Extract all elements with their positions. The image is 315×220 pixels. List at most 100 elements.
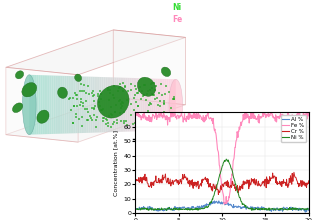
Point [104, 125, 109, 129]
Point [78, 128, 83, 131]
Point [77, 90, 83, 94]
Polygon shape [153, 79, 155, 131]
Point [147, 127, 152, 131]
Point [170, 113, 175, 116]
Point [162, 110, 167, 114]
Point [73, 115, 78, 118]
Point [163, 88, 168, 91]
Point [105, 88, 110, 92]
Point [146, 89, 151, 93]
Point [122, 112, 127, 116]
Point [93, 103, 98, 106]
Point [89, 90, 94, 94]
Cr % [216, 193, 220, 196]
Point [147, 124, 152, 127]
Point [107, 89, 112, 92]
Point [98, 128, 103, 132]
Point [173, 89, 178, 92]
Point [73, 112, 78, 115]
Polygon shape [33, 75, 35, 134]
Point [126, 78, 131, 81]
Point [168, 80, 173, 83]
Point [125, 97, 130, 100]
Point [168, 108, 173, 111]
Point [148, 120, 153, 124]
Al % [260, 205, 264, 208]
Point [163, 85, 168, 88]
Point [141, 121, 146, 125]
Polygon shape [87, 77, 89, 133]
Point [79, 90, 84, 93]
Point [104, 124, 109, 127]
Polygon shape [126, 78, 128, 132]
Point [77, 119, 82, 123]
Point [169, 125, 174, 128]
Point [136, 93, 141, 97]
Point [126, 128, 131, 131]
Polygon shape [40, 75, 42, 134]
Point [115, 94, 120, 97]
Point [134, 100, 139, 104]
Point [170, 85, 175, 89]
Point [117, 111, 123, 114]
Point [140, 96, 145, 100]
Point [154, 108, 159, 111]
Point [129, 102, 134, 106]
Point [132, 77, 137, 81]
Point [82, 110, 87, 114]
Point [163, 128, 168, 132]
Point [179, 99, 184, 102]
Point [116, 84, 121, 88]
Point [136, 90, 141, 94]
Point [84, 89, 89, 93]
Point [67, 97, 72, 100]
Point [172, 97, 177, 101]
Point [123, 112, 128, 115]
Point [131, 87, 136, 91]
Point [171, 113, 176, 116]
Polygon shape [120, 78, 122, 132]
Point [175, 88, 180, 92]
Polygon shape [74, 76, 76, 133]
Point [122, 123, 127, 126]
Point [124, 123, 129, 126]
Point [137, 121, 142, 124]
Point [117, 127, 123, 131]
Point [101, 83, 106, 86]
Point [164, 124, 169, 127]
Point [110, 94, 115, 97]
Point [119, 123, 124, 126]
Point [153, 97, 158, 100]
Point [95, 123, 100, 126]
Point [124, 85, 129, 88]
Point [82, 83, 87, 87]
Point [129, 120, 134, 124]
Point [105, 81, 110, 84]
Al % [202, 205, 206, 208]
Point [140, 118, 145, 122]
Cr % [154, 181, 158, 184]
Point [80, 104, 85, 107]
Point [136, 110, 141, 113]
Point [129, 86, 134, 90]
Point [121, 121, 126, 125]
Point [127, 122, 132, 125]
Polygon shape [139, 78, 140, 131]
Point [145, 126, 150, 130]
Point [95, 91, 100, 94]
Point [150, 118, 155, 121]
Point [165, 115, 170, 118]
Point [135, 114, 140, 118]
Point [108, 123, 113, 126]
Point [114, 83, 119, 87]
Point [105, 129, 110, 132]
Point [95, 123, 100, 127]
Point [79, 115, 84, 118]
Point [94, 84, 100, 88]
Point [146, 122, 151, 126]
Point [163, 83, 168, 86]
Point [89, 91, 94, 94]
Point [104, 126, 109, 130]
Point [175, 87, 180, 91]
Point [97, 114, 102, 117]
